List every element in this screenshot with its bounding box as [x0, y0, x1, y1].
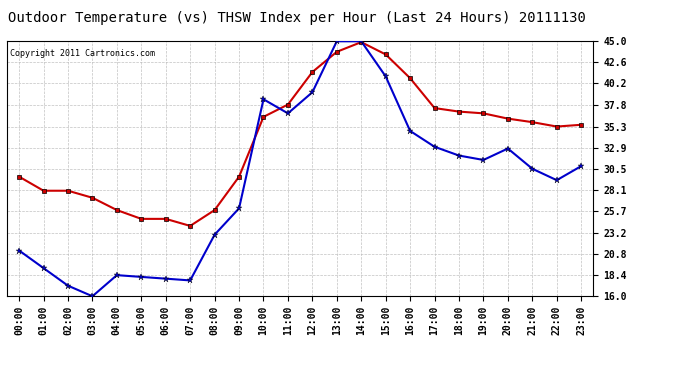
- Text: Outdoor Temperature (vs) THSW Index per Hour (Last 24 Hours) 20111130: Outdoor Temperature (vs) THSW Index per …: [8, 11, 586, 25]
- Text: Copyright 2011 Cartronics.com: Copyright 2011 Cartronics.com: [10, 49, 155, 58]
